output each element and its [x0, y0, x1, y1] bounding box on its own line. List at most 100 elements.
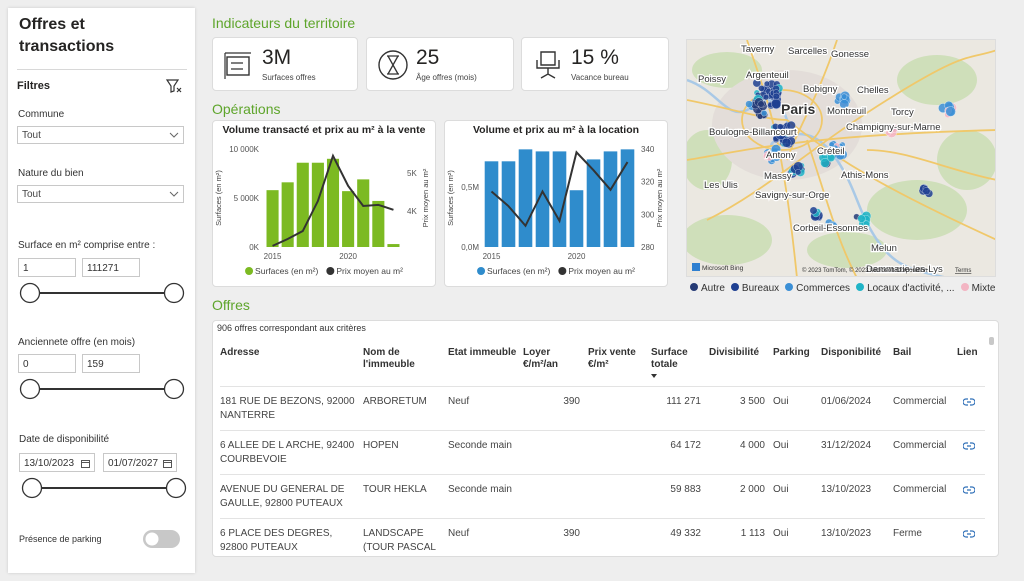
map-legend-swatch: [730, 283, 739, 291]
bar: [552, 151, 567, 247]
table-cell: 6 PLACE DES DEGRES, 92800 PUTEAUX: [220, 528, 333, 553]
link-icon[interactable]: [963, 530, 975, 538]
calendar: [163, 460, 172, 468]
map-forest: [687, 215, 772, 265]
link-icon[interactable]: [963, 486, 975, 494]
min-input[interactable]: 1: [18, 258, 76, 277]
map-road: [866, 149, 995, 181]
dropdown[interactable]: Tout: [17, 185, 184, 203]
map-place-label: Massy: [764, 171, 792, 182]
column-header[interactable]: Prix vente €/m²: [588, 347, 636, 370]
map-point: [752, 78, 762, 88]
slider-handle[interactable]: [19, 378, 41, 400]
table-cell: 13/10/2023: [821, 484, 872, 495]
y-axis-label: Surfaces (en m²): [446, 170, 455, 226]
column-header[interactable]: Divisibilité: [709, 347, 760, 358]
chart: Volume et prix au m² à la location 0,0M 0,…: [446, 124, 664, 276]
section-title: Offres: [212, 297, 250, 313]
column-header[interactable]: Etat immeuble: [448, 347, 517, 358]
table-cell: Neuf: [448, 528, 470, 539]
legend-label: Surfaces (en m²): [255, 266, 318, 276]
map-forest: [867, 180, 967, 240]
map-place-label: Boulogne-Billancourt: [709, 127, 797, 138]
chevron: [169, 132, 179, 138]
link-icon[interactable]: [963, 398, 975, 406]
scrollbar[interactable]: [989, 337, 994, 345]
x-tick-label: 2015: [264, 252, 282, 261]
map-point: [828, 222, 838, 232]
legend-swatch: [245, 267, 254, 275]
legend-label: Prix moyen au m²: [336, 266, 403, 276]
kpi-label: Âge offres (mois): [416, 73, 477, 82]
offers-table: 906 offres correspondant aux critères Ad…: [212, 320, 999, 557]
map-place-label: Créteil: [817, 146, 844, 157]
link-icon[interactable]: [963, 442, 975, 450]
row-separator: [220, 430, 985, 431]
map-legend-label: Bureaux: [741, 283, 780, 294]
table-cell: 49 332: [670, 528, 701, 539]
row-separator: [220, 518, 985, 519]
date-input[interactable]: 13/10/2023: [19, 453, 95, 472]
slider-handle[interactable]: [19, 282, 41, 304]
y-tick-label: 0K: [249, 243, 259, 252]
table-cell: 4 000: [739, 440, 765, 451]
min-input[interactable]: 0: [18, 354, 76, 373]
chart-card: Volume et prix au m² à la location 0,0M 0,…: [444, 120, 668, 287]
chart-card: Volume transacté et prix au m² à la vent…: [212, 120, 436, 287]
max-input[interactable]: 159: [82, 354, 140, 373]
map[interactable]: Taverny Sarcelles Gonesse Poissy Argenteuil B…: [686, 39, 996, 277]
range-slider[interactable]: [20, 476, 190, 500]
kpi-icon: [224, 52, 251, 79]
bar: [569, 190, 584, 247]
max-input[interactable]: 111271: [82, 258, 140, 277]
column-header[interactable]: Lien: [957, 347, 978, 358]
map-provider: Microsoft Bing: [702, 265, 744, 272]
map-forest: [807, 232, 887, 268]
range-slider[interactable]: [18, 281, 188, 305]
filters-label: Filtres: [17, 80, 51, 92]
column-header[interactable]: Bail: [893, 347, 912, 358]
legend-swatch: [326, 267, 335, 275]
line: [490, 150, 629, 228]
clear-filters-icon[interactable]: [165, 78, 183, 94]
slider-handle[interactable]: [21, 477, 43, 499]
map-place-label: Savigny-sur-Orge: [755, 190, 829, 201]
map-point: [832, 144, 839, 152]
slider-handle[interactable]: [163, 378, 185, 400]
table-cell: 6 ALLEE DE L ARCHE, 92400 COURBEVOIE: [220, 440, 355, 465]
table-cell: HOPEN: [363, 440, 399, 451]
column-header[interactable]: Parking: [773, 347, 810, 358]
map-legend-label: Commerces: [796, 283, 851, 294]
column-header[interactable]: Nom de l'immeuble: [363, 347, 415, 370]
y-tick-label: 5K: [407, 169, 417, 178]
column-header[interactable]: Disponibilité: [821, 347, 881, 358]
map-point: [820, 158, 830, 168]
dropdown[interactable]: Tout: [17, 126, 184, 144]
date-input[interactable]: 01/07/2027: [103, 453, 177, 472]
kpi-value: 3M: [262, 46, 292, 69]
table-cell: 111 271: [666, 396, 701, 407]
kpi-card: 3M Surfaces offres: [212, 37, 358, 91]
sort-arrow: [651, 374, 657, 378]
map-place-label: Dammarie-les-Lys: [866, 264, 943, 275]
slider-handle[interactable]: [165, 477, 187, 499]
table-cell: Neuf: [448, 396, 470, 407]
column-header[interactable]: Surface totale: [651, 347, 688, 370]
column-header[interactable]: Loyer €/m²/an: [523, 347, 559, 370]
map-legend-label: Mixte: [971, 283, 996, 294]
y-tick-label: 4K: [407, 207, 417, 216]
toggle[interactable]: [142, 529, 182, 549]
map-place-label: Melun: [871, 243, 897, 254]
slider-handle[interactable]: [163, 282, 185, 304]
map-canvas: Taverny Sarcelles Gonesse Poissy Argenteuil B…: [687, 40, 995, 276]
y-tick-label: 0,5M: [461, 183, 479, 192]
date-value: 01/07/2027: [108, 458, 159, 469]
range-slider[interactable]: [18, 377, 188, 401]
map-point: [745, 100, 753, 108]
column-header[interactable]: Adresse: [220, 347, 260, 358]
y-tick-label: 0,0M: [461, 243, 479, 252]
table-cell: Commercial: [893, 484, 947, 495]
x-tick-label: 2020: [339, 252, 357, 261]
map-place-label: Argenteuil: [746, 70, 789, 81]
kpi-value: 15 %: [571, 46, 619, 69]
